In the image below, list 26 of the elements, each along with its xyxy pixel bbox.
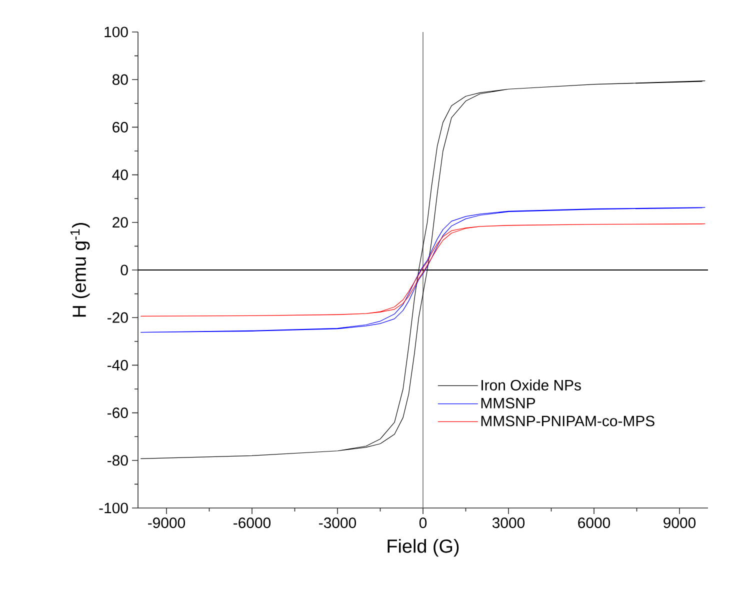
y-tick-label: -60 <box>108 408 128 418</box>
y-tick-label: -20 <box>108 312 128 323</box>
legend-label: MMSNP <box>481 398 536 408</box>
legend-label: Iron Oxide NPs <box>482 380 581 390</box>
y-tick-label: -80 <box>108 455 128 466</box>
y-tick-label: -100 <box>99 502 128 514</box>
x-axis-title: Field (G) <box>388 538 459 557</box>
x-tick-label: 6000 <box>578 518 610 528</box>
y-tick-label: 0 <box>120 264 128 276</box>
line-series <box>140 224 706 316</box>
y-tick-label: 20 <box>112 217 128 228</box>
y-axis-title: H (emu g$^{-1}$) <box>70 222 90 317</box>
x-tick-label: -6000 <box>234 518 271 528</box>
x-tick-label: -3000 <box>319 518 356 528</box>
x-tick-label: 0 <box>419 518 427 528</box>
line-series <box>140 80 706 460</box>
y-tick-label: -40 <box>108 360 128 370</box>
y-tick-label: 60 <box>112 122 128 132</box>
y-tick-label: 40 <box>112 170 128 180</box>
x-tick-label: 9000 <box>664 518 696 528</box>
x-tick-label: 3000 <box>492 518 525 528</box>
x-tick-label: -9000 <box>148 518 186 528</box>
line-series <box>140 207 706 333</box>
y-tick-label: 100 <box>104 26 128 38</box>
legend-label: MMSNP-PNIPAM-co-MPS <box>481 416 654 426</box>
y-tick-label: 80 <box>112 74 128 85</box>
